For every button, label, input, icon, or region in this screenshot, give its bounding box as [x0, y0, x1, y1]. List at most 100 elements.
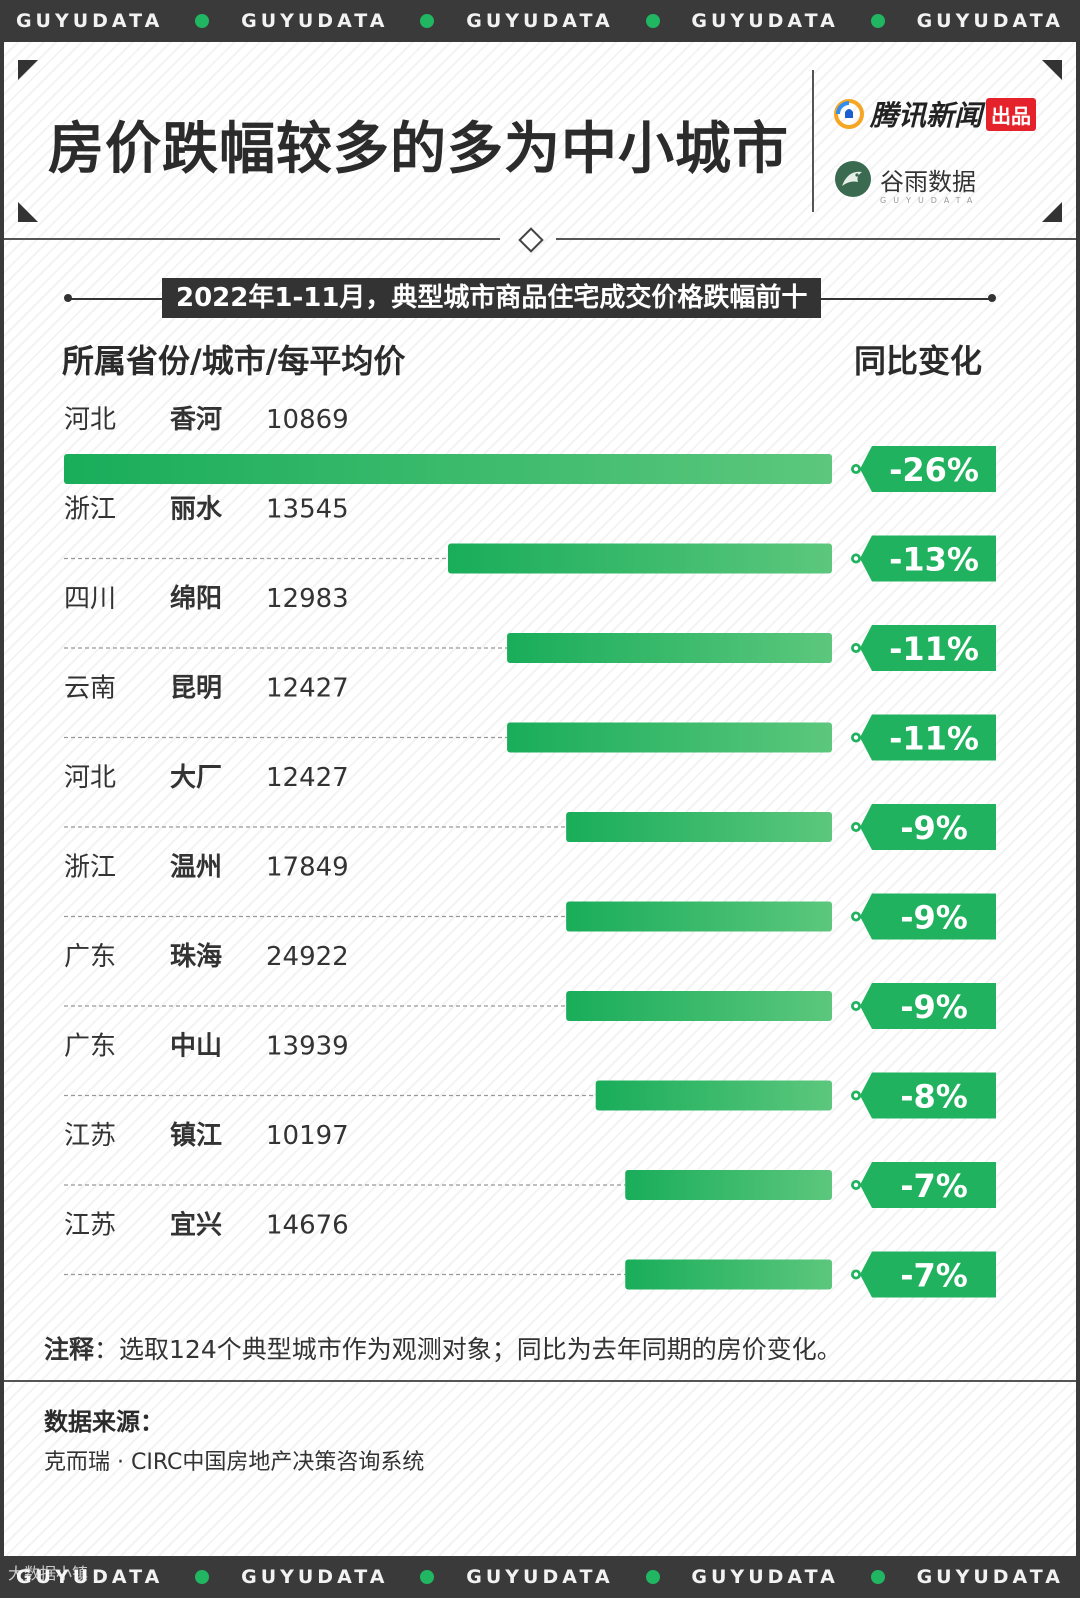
- bar: [595, 1080, 832, 1111]
- row-province: 广东: [64, 1032, 116, 1062]
- value-tag-dot-inner: [853, 556, 859, 561]
- value-tag: [860, 983, 996, 1029]
- left-column-header: 所属省份/城市/每平均价: [62, 342, 406, 380]
- chart-title: 2022年1-11月，典型城市商品住宅成交价格跌幅前十: [162, 278, 822, 318]
- watermark: 大数据小镇: [8, 1564, 89, 1583]
- strip-dot: [195, 14, 210, 28]
- bar-chart: 河北 香河 10869 -26% 浙江 丽水 13545 -13% 四川 绵阳 12983 -11% 云…: [64, 405, 996, 1298]
- value-tag: [860, 804, 996, 850]
- value-tag: [860, 625, 996, 671]
- page-title: 房价跌幅较多的多为中小城市: [48, 117, 789, 182]
- row-price: 14676: [266, 1211, 349, 1241]
- header-rule: [556, 238, 1076, 240]
- row-city: 大厂: [170, 763, 222, 793]
- row-city: 香河: [170, 405, 222, 435]
- row-city: 中山: [170, 1032, 222, 1062]
- value-label: -9%: [900, 899, 968, 937]
- tencent-news-logo-icon: [834, 99, 864, 129]
- bar: [448, 543, 832, 574]
- bar: [507, 722, 832, 753]
- brand1-name: 腾讯新闻: [870, 99, 983, 132]
- infographic-card: 房价跌幅较多的多为中小城市 腾讯新闻 出品 谷雨数据 GUYUDATA 2022…: [4, 42, 1076, 1556]
- strip-text: GUYUDATA: [466, 1566, 614, 1588]
- value-tag: [860, 1251, 996, 1298]
- value-tag-dot-inner: [853, 645, 859, 651]
- row-province: 云南: [64, 674, 116, 704]
- row-price: 24922: [266, 942, 349, 972]
- value-tag-dot-inner: [853, 914, 859, 919]
- brand2-sub: GUYUDATA: [880, 196, 980, 205]
- corner-mark: [18, 202, 38, 222]
- strip-text: GUYUDATA: [15, 10, 164, 32]
- value-tag: [860, 535, 996, 582]
- value-label: -13%: [889, 541, 979, 579]
- strip-dot: [195, 1570, 210, 1584]
- row-city: 丽水: [170, 495, 223, 525]
- header-divider: [812, 70, 814, 212]
- value-label: -11%: [889, 720, 979, 758]
- value-tag-dot-inner: [853, 824, 859, 830]
- footer-rule: [4, 1380, 1076, 1382]
- bar: [625, 1170, 832, 1200]
- row-price: 12983: [266, 584, 349, 614]
- value-tag: [860, 893, 996, 940]
- value-label: -11%: [889, 630, 979, 668]
- guyu-data-brand: 谷雨数据 GUYUDATA: [834, 160, 976, 205]
- strip-text: GUYUDATA: [916, 10, 1064, 32]
- header-rule: [4, 238, 500, 240]
- row-price: 13939: [266, 1032, 349, 1062]
- row-price: 10197: [266, 1121, 349, 1151]
- row-province: 浙江: [64, 495, 116, 525]
- bar: [566, 812, 832, 842]
- row-city: 镇江: [170, 1121, 222, 1151]
- row-city: 昆明: [170, 674, 222, 704]
- subtitle-rule-dot: [64, 294, 72, 302]
- value-tag: [860, 446, 996, 492]
- value-tag-dot-inner: [853, 466, 859, 472]
- strip-dot: [645, 1570, 660, 1584]
- row-province: 广东: [64, 942, 116, 972]
- row-city: 绵阳: [170, 583, 222, 614]
- value-label: -9%: [900, 988, 968, 1026]
- corner-mark: [1042, 60, 1062, 80]
- row-province: 河北: [64, 763, 116, 793]
- brand2-name: 谷雨数据: [880, 167, 976, 196]
- value-label: -7%: [900, 1167, 968, 1205]
- value-tag: [860, 714, 996, 761]
- strip-text: GUYUDATA: [466, 10, 614, 32]
- value-tag-dot-inner: [853, 1272, 859, 1277]
- strip-text: GUYUDATA: [691, 10, 839, 32]
- value-label: -8%: [900, 1078, 968, 1116]
- strip-text: GUYUDATA: [916, 1566, 1064, 1588]
- strip-text: GUYUDATA: [241, 10, 389, 32]
- row-province: 四川: [64, 584, 116, 614]
- corner-mark: [1042, 202, 1062, 222]
- footnote-text: ：选取124个典型城市作为观测对象；同比为去年同期的房价变化。: [94, 1335, 842, 1364]
- corner-mark: [18, 60, 38, 80]
- strip-dot: [420, 1570, 435, 1584]
- value-tag-dot-inner: [853, 735, 859, 740]
- value-tag: [860, 1072, 996, 1119]
- row-province: 浙江: [64, 853, 116, 883]
- row-city: 珠海: [170, 942, 222, 972]
- strip-text: GUYUDATA: [15, 1566, 164, 1588]
- value-label: -9%: [900, 809, 968, 847]
- bar: [566, 991, 832, 1021]
- value-tag: [860, 1162, 996, 1208]
- brand1-badge: 出品: [986, 97, 1037, 131]
- strip-text: GUYUDATA: [691, 1566, 839, 1588]
- bar: [566, 901, 832, 932]
- bar: [625, 1259, 832, 1290]
- value-tag-dot-inner: [853, 1093, 859, 1098]
- bottom-brand-strip: GUYUDATA GUYUDATA GUYUDATA GUYUDATA GUYUDATA: [0, 1556, 1080, 1598]
- row-province: 河北: [64, 405, 116, 435]
- strip-dot: [645, 14, 660, 28]
- strip-dot: [870, 14, 885, 28]
- footnote: 注释：选取124个典型城市作为观测对象；同比为去年同期的房价变化。: [44, 1330, 842, 1366]
- strip-text: GUYUDATA: [241, 1566, 389, 1588]
- strip-dot: [420, 14, 435, 28]
- row-city: 宜兴: [170, 1210, 222, 1241]
- footnote-label: 注释: [44, 1335, 95, 1364]
- row-price: 13545: [266, 495, 349, 525]
- source-text: 克而瑞 · CIRC中国房地产决策咨询系统: [44, 1450, 425, 1475]
